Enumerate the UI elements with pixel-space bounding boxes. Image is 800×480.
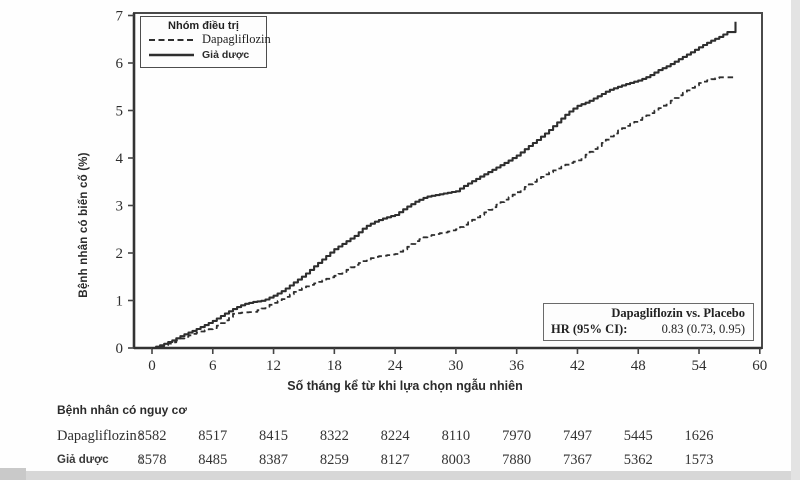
x-tick-label: 24 [388,358,404,374]
x-tick-label: 18 [327,358,342,374]
scan-artifact-bottom [0,471,800,480]
risk-value: 8259 [319,452,349,468]
x-tick-label: 36 [509,358,525,374]
risk-value: 7497 [562,428,592,444]
x-tick-label: 0 [148,358,156,374]
risk-value: 8003 [441,452,471,468]
x-tick-label: 48 [631,358,646,374]
hr-stat-value: 0.83 (0.73, 0.95) [661,322,745,336]
risk-value: 8578 [137,452,167,468]
scan-artifact-right [791,0,800,480]
curve-placebo [152,21,737,350]
y-tick-label: 0 [116,341,124,357]
risk-value: 5362 [623,452,653,468]
y-tick-label: 3 [116,199,124,215]
y-tick-label: 6 [116,56,124,72]
y-tick-label: 2 [116,246,124,262]
risk-value: 8127 [380,452,410,468]
risk-value: 7970 [502,428,532,444]
y-tick-label: 7 [116,9,124,25]
risk-value: 1626 [684,428,714,444]
legend-item-placebo: Giả dược [141,47,266,62]
legend-title: Nhóm điều trị [168,20,239,32]
risk-value: 8110 [441,428,471,444]
risk-row-label: Dapagliflozin: [57,428,143,444]
risk-value: 8322 [319,428,349,444]
risk-value: 8415 [259,428,289,444]
x-tick-label: 6 [209,358,217,374]
legend-item-dapagliflozin: Dapagliflozin [141,32,271,47]
scan-artifact-corner [0,468,26,480]
dashed-line-sample-icon [149,38,195,41]
legend-label: Dapagliflozin [202,32,271,46]
x-tick-label: 42 [570,358,585,374]
risk-row-label: Giả dược: [57,452,143,467]
hr-annotation-box: Dapagliflozin vs. Placebo HR (95% CI): 0… [543,303,754,341]
risk-value: 1573 [684,452,714,468]
x-tick-label: 12 [266,358,281,374]
y-axis-title: Bệnh nhân có biến cố (%) [78,152,90,298]
solid-line-sample-icon [149,53,194,56]
risk-value: 7880 [502,452,532,468]
risk-table-title: Bệnh nhân có nguy cơ [57,403,187,417]
x-tick-label: 54 [692,358,708,374]
risk-row-dapagliflozin: Dapagliflozin: 8582 8517 8415 8322 8224 8110 7… [0,428,800,446]
risk-value: 8224 [380,428,410,444]
x-tick-label: 30 [448,358,463,374]
risk-row-placebo: Giả dược: 8578 8485 8387 8259 8127 8003 7880 73… [0,452,800,470]
risk-value: 7367 [562,452,592,468]
y-tick-label: 5 [116,104,124,120]
x-axis-title: Số tháng kể từ khi lựa chọn ngẫu nhiên [287,379,523,393]
x-tick-label: 60 [752,358,767,374]
risk-value: 8582 [137,428,167,444]
hr-stat-row: HR (95% CI): 0.83 (0.73, 0.95) [551,322,745,337]
risk-value: 8485 [198,452,228,468]
hr-box-title: Dapagliflozin vs. Placebo [611,306,745,320]
risk-value: 8387 [259,452,289,468]
y-tick-label: 4 [116,151,124,167]
hr-stat-label: HR (95% CI): [551,322,628,336]
legend-box: Nhóm điều trị Dapagliflozin Giả dược [140,16,271,68]
curve-dapagliflozin [152,76,735,349]
legend-label: Giả dược [202,48,250,61]
risk-value: 5445 [623,428,653,444]
risk-value: 8517 [198,428,228,444]
y-tick-label: 1 [116,294,124,310]
